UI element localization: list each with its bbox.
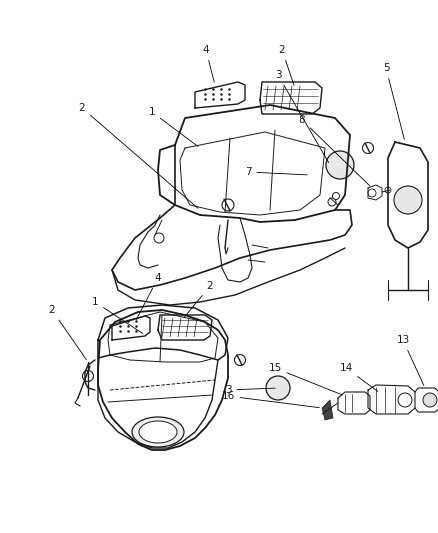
Circle shape: [398, 393, 412, 407]
Text: 4: 4: [136, 273, 161, 320]
Circle shape: [363, 142, 374, 154]
Circle shape: [332, 192, 339, 199]
Circle shape: [423, 393, 437, 407]
Text: 7: 7: [245, 167, 307, 177]
Ellipse shape: [132, 417, 184, 447]
Circle shape: [368, 189, 376, 197]
Text: 2: 2: [79, 103, 198, 208]
Text: 2: 2: [184, 281, 213, 318]
Text: 1: 1: [148, 107, 198, 147]
Circle shape: [234, 354, 246, 366]
Polygon shape: [322, 400, 333, 420]
Circle shape: [328, 198, 336, 206]
Text: 8: 8: [299, 115, 370, 186]
Text: 2: 2: [279, 45, 294, 85]
Text: 3: 3: [225, 385, 275, 395]
Text: 5: 5: [383, 63, 404, 139]
Text: 2: 2: [49, 305, 86, 360]
Text: 3: 3: [275, 70, 328, 163]
Circle shape: [326, 151, 354, 179]
Text: 14: 14: [339, 363, 378, 391]
Text: 15: 15: [268, 363, 343, 395]
Circle shape: [385, 187, 391, 193]
Circle shape: [222, 199, 234, 211]
Circle shape: [266, 376, 290, 400]
Text: 16: 16: [221, 391, 319, 408]
Text: 1: 1: [92, 297, 143, 334]
Text: 13: 13: [396, 335, 424, 385]
Circle shape: [82, 370, 93, 382]
Circle shape: [394, 186, 422, 214]
Circle shape: [154, 233, 164, 243]
Text: 4: 4: [203, 45, 214, 82]
Ellipse shape: [139, 421, 177, 443]
